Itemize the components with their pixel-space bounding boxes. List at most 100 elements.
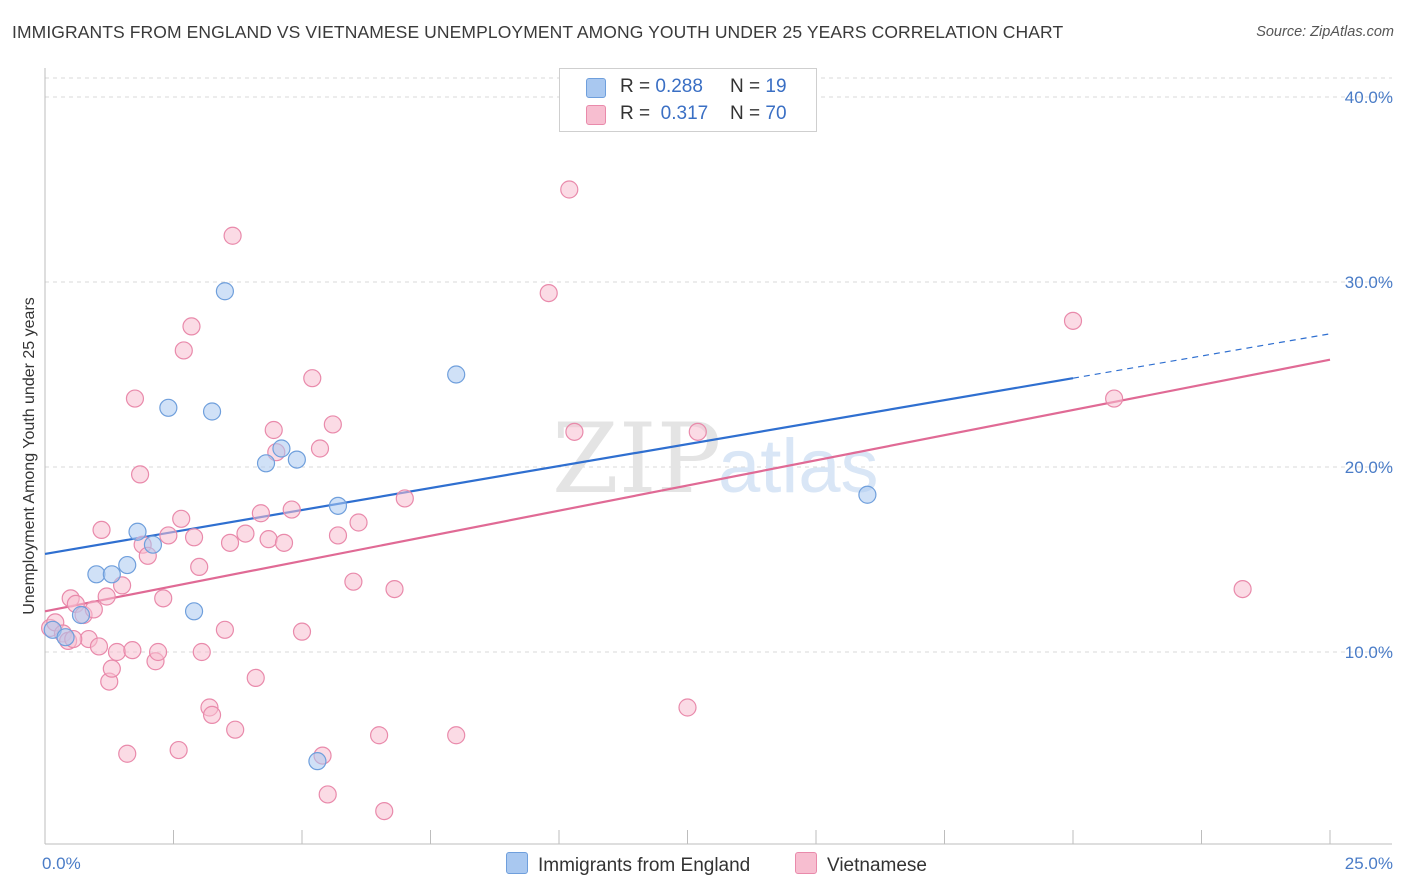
point-vietnamese-64 xyxy=(678,698,697,717)
legend-r-england: R = 0.288 xyxy=(620,76,703,97)
tick-labels: 10.0% 20.0% 30.0% 40.0% 0.0% 25.0% xyxy=(42,88,1393,873)
point-vietnamese-60 xyxy=(447,726,466,745)
bottom-legend-label-vietnamese: Vietnamese xyxy=(827,855,927,876)
point-vietnamese-38 xyxy=(226,720,245,739)
point-england-16 xyxy=(328,496,348,515)
point-england-3 xyxy=(87,565,106,584)
point-vietnamese-61 xyxy=(539,284,558,303)
point-england-13 xyxy=(272,439,291,458)
legend-n-vietnamese: N = 70 xyxy=(730,103,787,124)
point-england-9 xyxy=(184,602,204,621)
point-vietnamese-31 xyxy=(190,557,209,577)
point-vietnamese-59 xyxy=(395,489,414,508)
point-vietnamese-27 xyxy=(172,509,191,528)
point-england-7 xyxy=(143,535,163,554)
point-vietnamese-41 xyxy=(251,504,270,523)
point-vietnamese-24 xyxy=(154,589,173,608)
legend-swatch-vietnamese xyxy=(586,105,606,125)
y-tick-label-1: 20.0% xyxy=(1345,458,1393,477)
y-tick-label-3: 40.0% xyxy=(1345,88,1393,107)
point-vietnamese-63 xyxy=(565,422,584,441)
point-vietnamese-28 xyxy=(174,341,193,360)
point-vietnamese-10 xyxy=(92,520,111,540)
point-england-14 xyxy=(287,450,306,469)
point-england-8 xyxy=(159,398,178,417)
trend-line-vietnamese xyxy=(44,358,1331,613)
point-vietnamese-47 xyxy=(292,622,312,641)
point-vietnamese-54 xyxy=(344,572,363,591)
point-vietnamese-51 xyxy=(318,785,337,804)
point-england-18 xyxy=(858,485,877,504)
y-tick-label-0: 10.0% xyxy=(1345,643,1393,662)
point-vietnamese-15 xyxy=(112,576,132,595)
point-vietnamese-14 xyxy=(107,642,127,662)
watermark-atlas: atlas xyxy=(718,424,879,509)
point-vietnamese-13 xyxy=(102,659,121,678)
point-vietnamese-57 xyxy=(375,801,394,821)
point-england-15 xyxy=(308,752,327,771)
trend-line-england-projection xyxy=(1072,333,1331,379)
point-vietnamese-26 xyxy=(169,740,188,760)
point-vietnamese-32 xyxy=(192,642,211,662)
point-england-4 xyxy=(102,565,121,584)
y-tick-label-2: 30.0% xyxy=(1345,273,1393,292)
point-vietnamese-42 xyxy=(259,530,278,549)
point-vietnamese-49 xyxy=(310,439,330,458)
point-england-12 xyxy=(256,454,276,473)
point-vietnamese-45 xyxy=(274,533,294,552)
legend-r-vietnamese: R = 0.317 xyxy=(620,103,709,124)
source-label: Source: ZipAtlas.com xyxy=(1256,24,1394,40)
point-england-5 xyxy=(118,555,137,575)
point-vietnamese-35 xyxy=(215,620,234,639)
point-vietnamese-25 xyxy=(159,526,178,545)
point-england-10 xyxy=(202,402,222,421)
point-vietnamese-19 xyxy=(130,465,150,484)
legend-swatch-england xyxy=(586,78,606,98)
point-vietnamese-66 xyxy=(1063,311,1083,330)
point-vietnamese-37 xyxy=(223,226,242,245)
point-england-6 xyxy=(128,522,147,541)
point-vietnamese-23 xyxy=(148,642,168,662)
point-vietnamese-58 xyxy=(385,579,404,599)
point-vietnamese-62 xyxy=(560,180,579,199)
point-vietnamese-48 xyxy=(303,369,322,388)
point-vietnamese-67 xyxy=(1105,389,1124,408)
point-vietnamese-9 xyxy=(89,637,109,656)
watermark-zip: ZIP xyxy=(552,403,721,515)
x-tick-label-1: 25.0% xyxy=(1345,854,1393,873)
point-vietnamese-46 xyxy=(282,500,301,519)
point-vietnamese-36 xyxy=(220,533,240,552)
legend-n-england: N = 19 xyxy=(730,76,787,97)
correlation-legend: R = 0.288 N = 19 R = 0.317 N = 70 xyxy=(559,68,817,132)
legend-row-england: R = 0.288 N = 19 xyxy=(560,75,816,99)
point-vietnamese-56 xyxy=(370,726,389,745)
legend-row-vietnamese: R = 0.317 N = 70 xyxy=(560,102,816,126)
point-vietnamese-43 xyxy=(264,420,283,440)
y-axis-label: Unemployment Among Youth under 25 years xyxy=(21,297,38,615)
x-tick-label-0: 0.0% xyxy=(42,854,81,873)
point-vietnamese-55 xyxy=(349,513,368,532)
point-vietnamese-52 xyxy=(323,415,342,434)
chart-title: IMMIGRANTS FROM ENGLAND VS VIETNAMESE UN… xyxy=(12,22,1064,42)
point-vietnamese-34 xyxy=(202,705,222,725)
point-england-2 xyxy=(71,605,91,625)
point-england-11 xyxy=(215,282,234,301)
trend-line-england xyxy=(44,377,1074,556)
axes xyxy=(44,68,1392,845)
point-england-1 xyxy=(56,628,75,647)
bottom-legend-vietnamese: Vietnamese xyxy=(795,852,927,877)
point-england-17 xyxy=(447,365,466,384)
point-vietnamese-30 xyxy=(184,528,204,547)
point-vietnamese-29 xyxy=(182,317,201,336)
bottom-legend-swatch-vietnamese xyxy=(795,852,817,874)
watermark: ZIP atlas xyxy=(552,403,879,515)
point-vietnamese-53 xyxy=(328,526,348,545)
bottom-legend-england: Immigrants from England xyxy=(506,852,750,877)
data-points xyxy=(41,180,1252,821)
point-vietnamese-11 xyxy=(97,587,116,606)
point-vietnamese-18 xyxy=(125,389,145,408)
point-vietnamese-68 xyxy=(1233,579,1252,599)
grid-lines xyxy=(45,77,1392,653)
point-vietnamese-39 xyxy=(236,524,255,543)
